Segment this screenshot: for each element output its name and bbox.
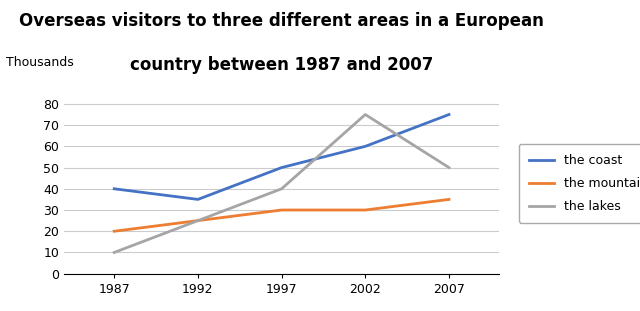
the mountains <box>445 197 453 201</box>
the coast <box>362 145 369 148</box>
Line: the lakes: the lakes <box>114 114 449 253</box>
the lakes <box>445 166 453 169</box>
the lakes <box>362 113 369 116</box>
the lakes <box>194 219 202 222</box>
the coast <box>194 197 202 201</box>
the mountains <box>194 219 202 222</box>
the mountains <box>362 208 369 212</box>
Legend: the coast, the mountains, the lakes: the coast, the mountains, the lakes <box>518 144 640 223</box>
Text: Overseas visitors to three different areas in a European: Overseas visitors to three different are… <box>19 12 544 30</box>
the mountains <box>278 208 285 212</box>
the coast <box>278 166 285 169</box>
the mountains <box>110 230 118 233</box>
Line: the coast: the coast <box>114 114 449 199</box>
the coast <box>445 113 453 116</box>
Line: the mountains: the mountains <box>114 199 449 231</box>
Text: country between 1987 and 2007: country between 1987 and 2007 <box>130 56 433 74</box>
the lakes <box>110 251 118 254</box>
the lakes <box>278 187 285 191</box>
Text: Thousands: Thousands <box>6 56 74 69</box>
the coast <box>110 187 118 191</box>
